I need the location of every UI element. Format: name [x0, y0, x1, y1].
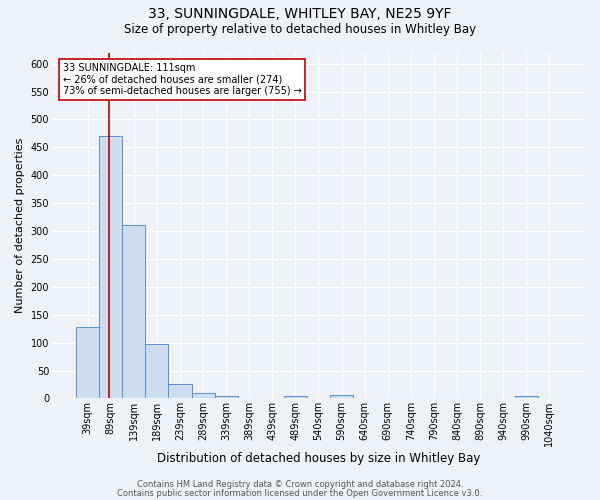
Bar: [284, 396, 307, 398]
Text: Contains HM Land Registry data © Crown copyright and database right 2024.: Contains HM Land Registry data © Crown c…: [137, 480, 463, 489]
Text: 33 SUNNINGDALE: 111sqm
← 26% of detached houses are smaller (274)
73% of semi-de: 33 SUNNINGDALE: 111sqm ← 26% of detached…: [62, 63, 301, 96]
Bar: [330, 394, 353, 398]
Y-axis label: Number of detached properties: Number of detached properties: [15, 138, 25, 313]
X-axis label: Distribution of detached houses by size in Whitley Bay: Distribution of detached houses by size …: [157, 452, 480, 465]
Bar: [122, 226, 145, 398]
Bar: [99, 136, 122, 398]
Text: 33, SUNNINGDALE, WHITLEY BAY, NE25 9YF: 33, SUNNINGDALE, WHITLEY BAY, NE25 9YF: [148, 8, 452, 22]
Bar: [191, 393, 215, 398]
Bar: [215, 396, 238, 398]
Text: Contains public sector information licensed under the Open Government Licence v3: Contains public sector information licen…: [118, 488, 482, 498]
Bar: [515, 396, 538, 398]
Text: Size of property relative to detached houses in Whitley Bay: Size of property relative to detached ho…: [124, 22, 476, 36]
Bar: [76, 327, 99, 398]
Bar: [169, 384, 191, 398]
Bar: [145, 344, 169, 399]
